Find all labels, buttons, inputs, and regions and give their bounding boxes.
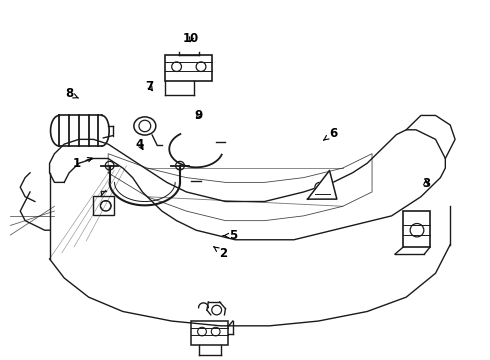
Text: 5: 5	[223, 229, 237, 242]
Circle shape	[211, 327, 220, 336]
Circle shape	[172, 62, 181, 72]
Text: 10: 10	[183, 32, 199, 45]
Circle shape	[175, 161, 184, 170]
Ellipse shape	[134, 117, 156, 135]
Circle shape	[315, 183, 325, 192]
Circle shape	[196, 62, 206, 72]
Circle shape	[197, 327, 206, 336]
FancyBboxPatch shape	[165, 55, 212, 81]
Text: 8: 8	[65, 87, 78, 100]
Circle shape	[139, 120, 151, 132]
Text: 6: 6	[324, 127, 337, 140]
Text: 3: 3	[422, 177, 430, 190]
Polygon shape	[308, 170, 337, 199]
FancyBboxPatch shape	[93, 196, 114, 215]
Text: 1: 1	[73, 157, 92, 170]
Text: 2: 2	[214, 247, 227, 260]
Text: 9: 9	[195, 109, 203, 122]
Circle shape	[105, 161, 114, 170]
Circle shape	[410, 224, 424, 237]
FancyBboxPatch shape	[403, 211, 430, 247]
Text: 4: 4	[136, 138, 144, 150]
Text: 7: 7	[146, 80, 154, 93]
FancyBboxPatch shape	[191, 321, 228, 345]
Circle shape	[100, 201, 111, 211]
Circle shape	[212, 305, 221, 315]
